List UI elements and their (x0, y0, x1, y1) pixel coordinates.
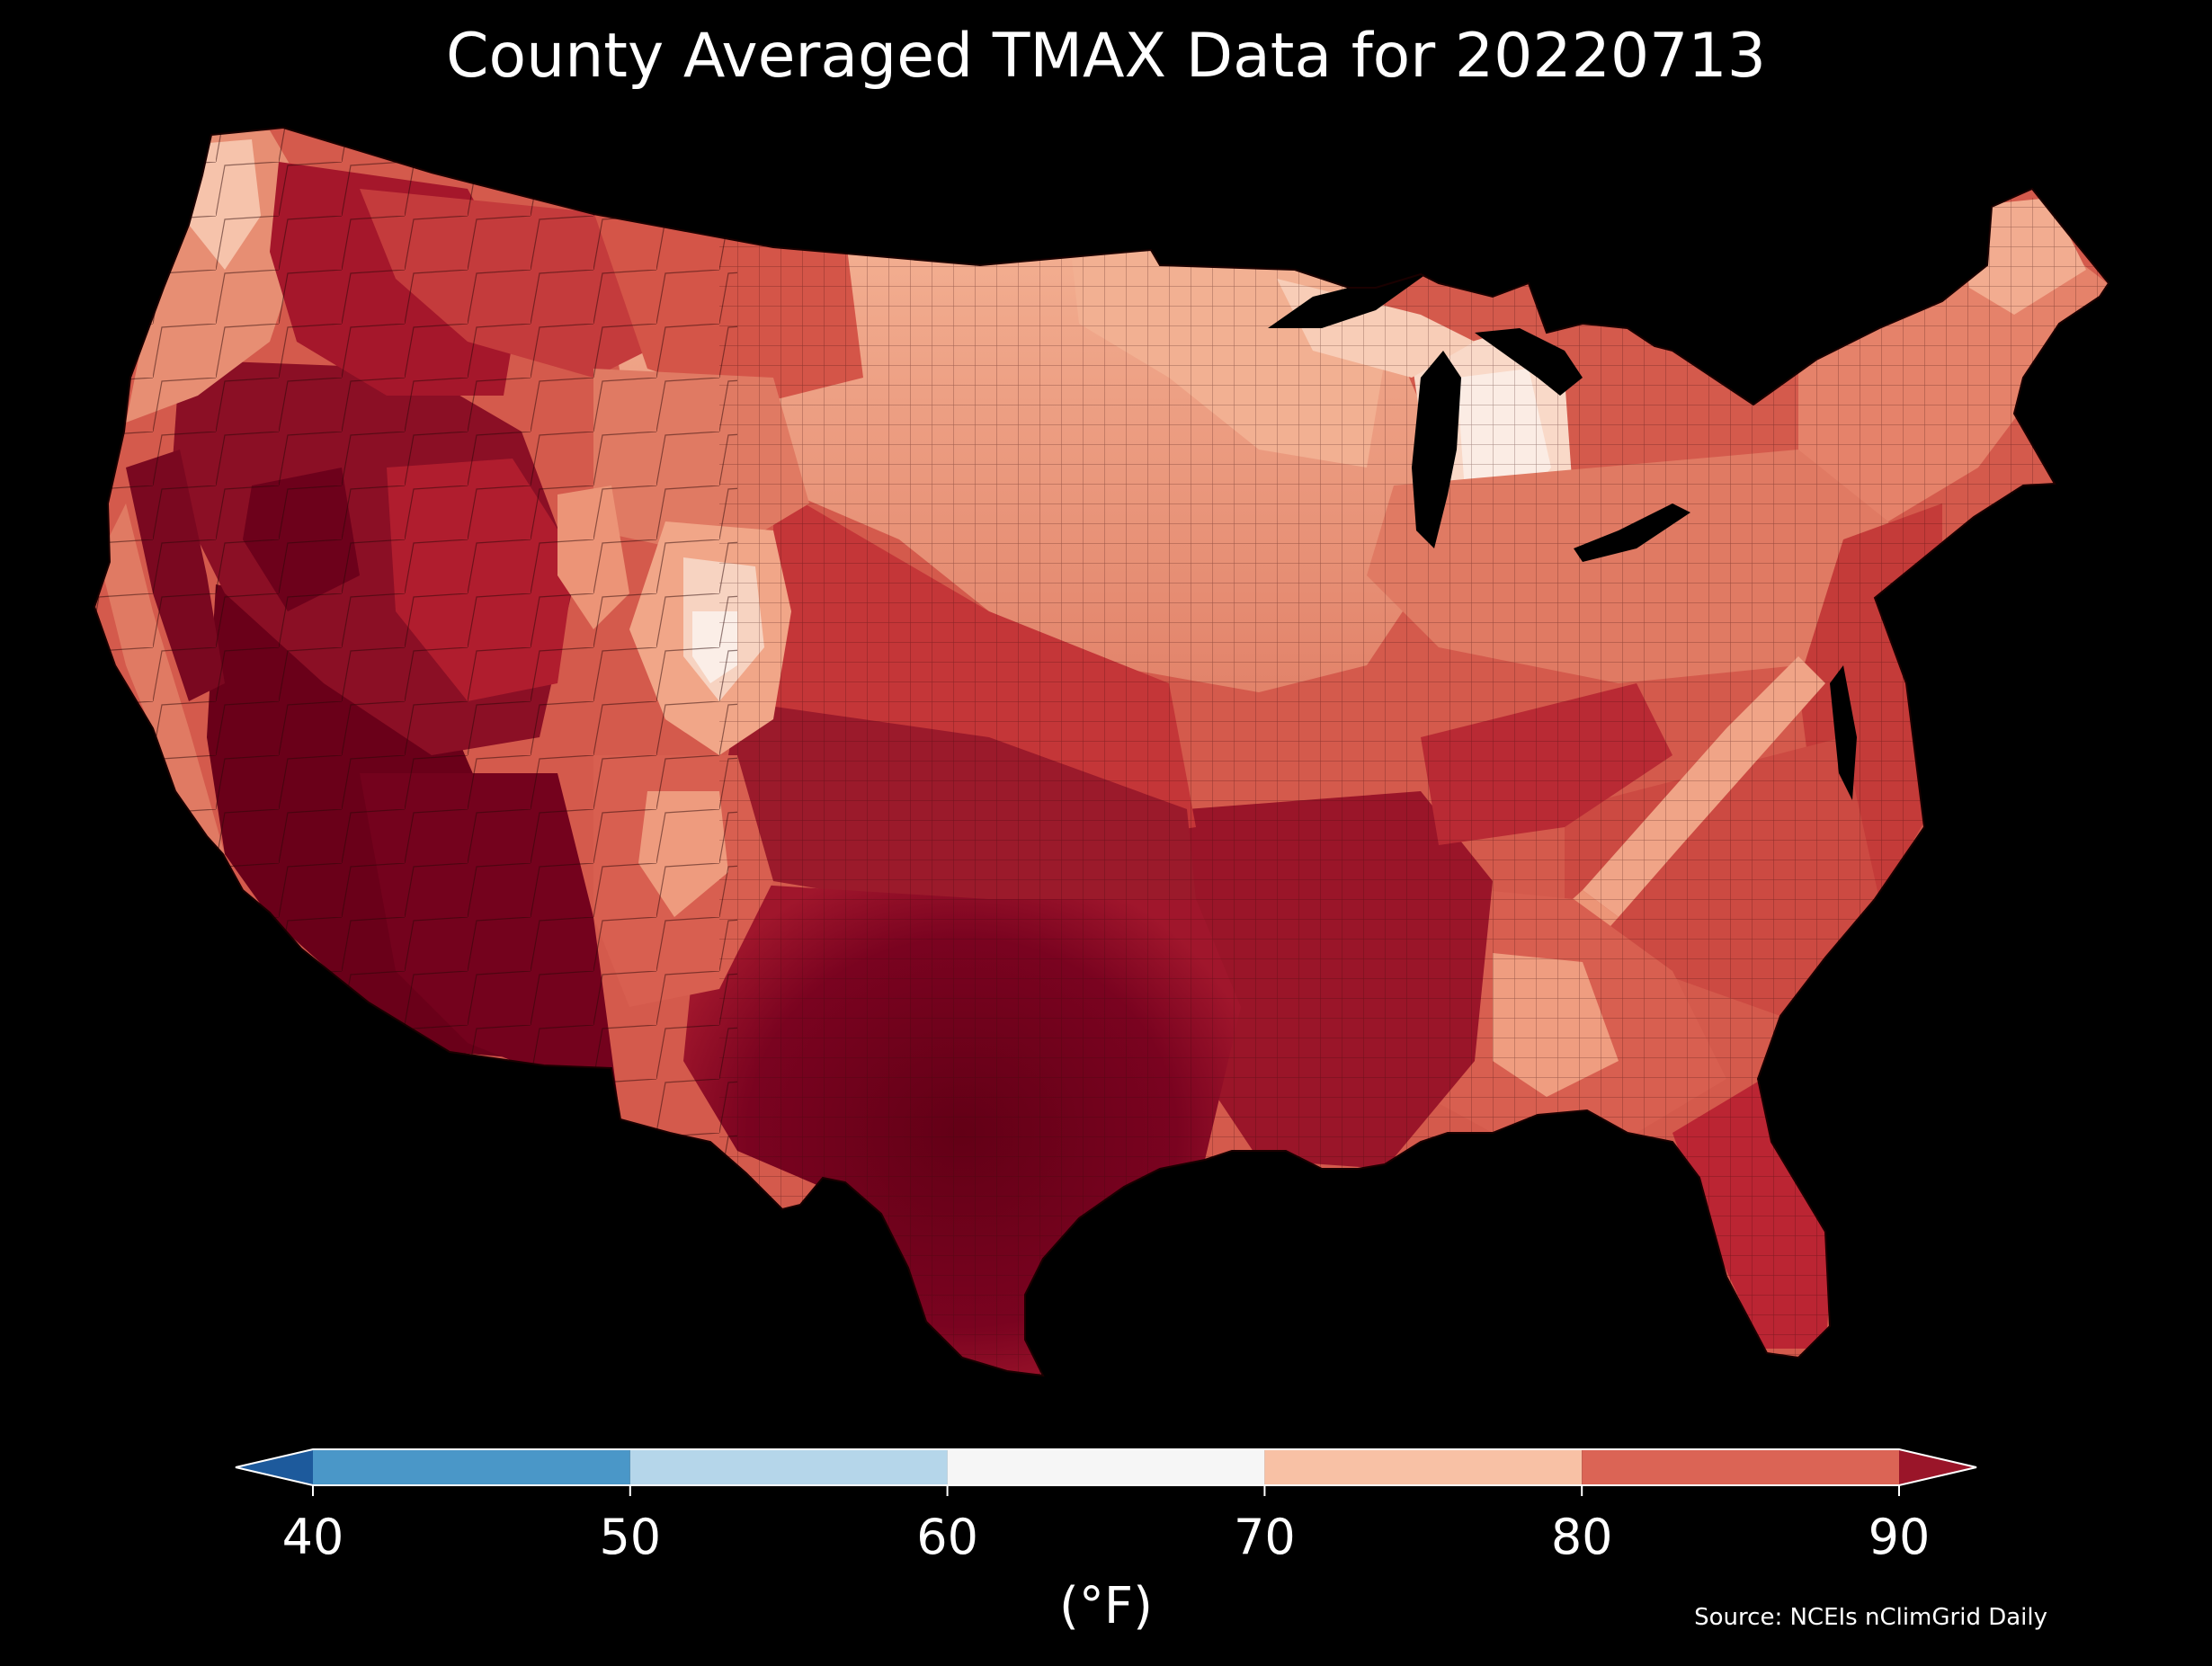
chesapeake-bay (1830, 665, 1857, 800)
colorbar-bin-70-80 (1264, 1449, 1583, 1485)
colorbar-tick-label: 80 (1550, 1509, 1613, 1565)
lake-huron (1475, 328, 1583, 396)
lake-erie (1574, 503, 1690, 562)
map-title: County Averaged TMAX Data for 20220713 (446, 21, 1766, 92)
colorbar (234, 1439, 1978, 1501)
colorbar-tick-label: 90 (1868, 1509, 1931, 1565)
colorbar-tick-label: 40 (281, 1509, 344, 1565)
colorbar-tick-label: 70 (1234, 1509, 1296, 1565)
colorbar-bin-50-60 (629, 1449, 948, 1485)
map-regions (94, 128, 2109, 1376)
colorbar-tick-label: 60 (916, 1509, 978, 1565)
source-credit: Source: NCEIs nClimGrid Daily (1694, 1604, 2047, 1631)
conus-county-map (90, 108, 2140, 1403)
colorbar-bin-60-70 (947, 1449, 1265, 1485)
colorbar-over-arrow (1899, 1449, 1976, 1485)
colorbar-bin-80-90 (1582, 1449, 1899, 1485)
colorbar-bin-40-50 (313, 1449, 630, 1485)
county-boundaries-west (94, 128, 737, 1376)
colorbar-under-arrow (236, 1449, 313, 1485)
colorbar-unit-label: (°F) (1059, 1577, 1153, 1635)
great-lakes (1268, 265, 1857, 800)
colorbar-tick-label: 50 (599, 1509, 662, 1565)
lake-michigan (1412, 351, 1461, 548)
